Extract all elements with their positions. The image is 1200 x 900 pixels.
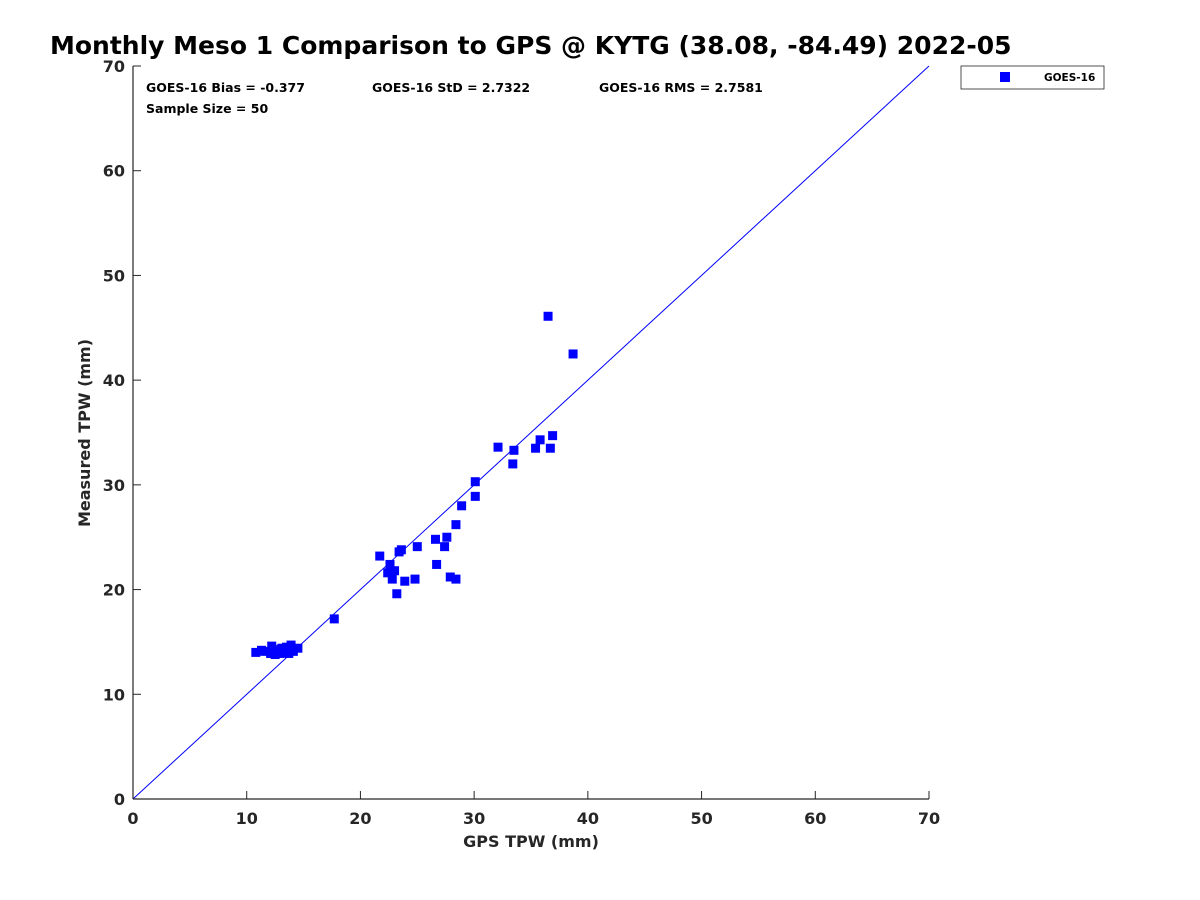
legend-marker-goes16 [1000, 72, 1010, 82]
data-point [548, 431, 558, 441]
data-point [493, 442, 503, 452]
data-point [260, 646, 270, 656]
legend-box [960, 65, 1105, 90]
data-point [251, 647, 261, 657]
y-tick-label: 30 [103, 476, 125, 495]
data-point [470, 491, 480, 501]
data-point [269, 647, 279, 657]
data-point [568, 349, 578, 359]
data-point [451, 520, 461, 530]
x-tick-label: 40 [577, 809, 599, 828]
data-point [288, 646, 298, 656]
x-tick-label: 0 [127, 809, 138, 828]
x-tick-label: 20 [349, 809, 371, 828]
y-axis-label: Measured TPW (mm) [75, 339, 94, 527]
x-axis-label: GPS TPW (mm) [463, 832, 599, 851]
data-point [531, 443, 541, 453]
y-tick-label: 20 [103, 581, 125, 600]
data-point [543, 311, 553, 321]
x-tick-label: 10 [236, 809, 258, 828]
data-point [535, 435, 545, 445]
data-point [283, 647, 293, 657]
y-tick-label: 40 [103, 371, 125, 390]
data-point [286, 640, 296, 650]
data-point [430, 534, 440, 544]
y-tick-label: 60 [103, 162, 125, 181]
data-point [457, 501, 467, 511]
y-tick-label: 70 [103, 57, 125, 76]
goes16-points [251, 311, 578, 659]
data-point [509, 445, 519, 455]
bias-stat: GOES-16 Bias = -0.377 [146, 80, 305, 95]
data-point [412, 542, 422, 552]
y-tick-label: 10 [103, 685, 125, 704]
data-point [545, 443, 555, 453]
data-point [508, 459, 518, 469]
data-point [385, 559, 395, 569]
x-tick-label: 30 [463, 809, 485, 828]
one-to-one-reference-line [132, 65, 930, 800]
data-point [400, 576, 410, 586]
data-point [445, 572, 455, 582]
data-point [470, 477, 480, 487]
data-point [440, 542, 450, 552]
y-tick-label: 0 [114, 790, 125, 809]
data-point [329, 614, 339, 624]
data-point [293, 643, 303, 653]
data-point [392, 589, 402, 599]
x-tick-label: 70 [918, 809, 940, 828]
chart-title: Monthly Meso 1 Comparison to GPS @ KYTG … [50, 31, 1012, 60]
data-point [442, 532, 452, 542]
std-stat: GOES-16 StD = 2.7322 [372, 80, 530, 95]
sample-size-stat: Sample Size = 50 [146, 101, 268, 116]
plot-area: 0 10 20 30 40 50 60 70 0 10 20 30 40 50 60 70 [103, 57, 940, 828]
x-tick-label: 50 [690, 809, 712, 828]
y-tick-label: 50 [103, 266, 125, 285]
data-point [387, 574, 397, 584]
data-point [390, 566, 400, 576]
data-point [410, 574, 420, 584]
data-point [276, 644, 286, 654]
data-point [451, 574, 461, 584]
rms-stat: GOES-16 RMS = 2.7581 [599, 80, 763, 95]
data-point [396, 545, 406, 555]
data-point [267, 641, 277, 651]
data-point [375, 551, 385, 561]
data-point [383, 568, 393, 578]
legend: GOES-16 [960, 65, 1105, 90]
x-axis-ticks: 0 10 20 30 40 50 60 70 [127, 791, 940, 828]
data-point [432, 559, 442, 569]
x-tick-label: 60 [804, 809, 826, 828]
y-axis-ticks: 0 10 20 30 40 50 60 70 [103, 57, 141, 809]
legend-label-goes16: GOES-16 [1044, 72, 1095, 84]
